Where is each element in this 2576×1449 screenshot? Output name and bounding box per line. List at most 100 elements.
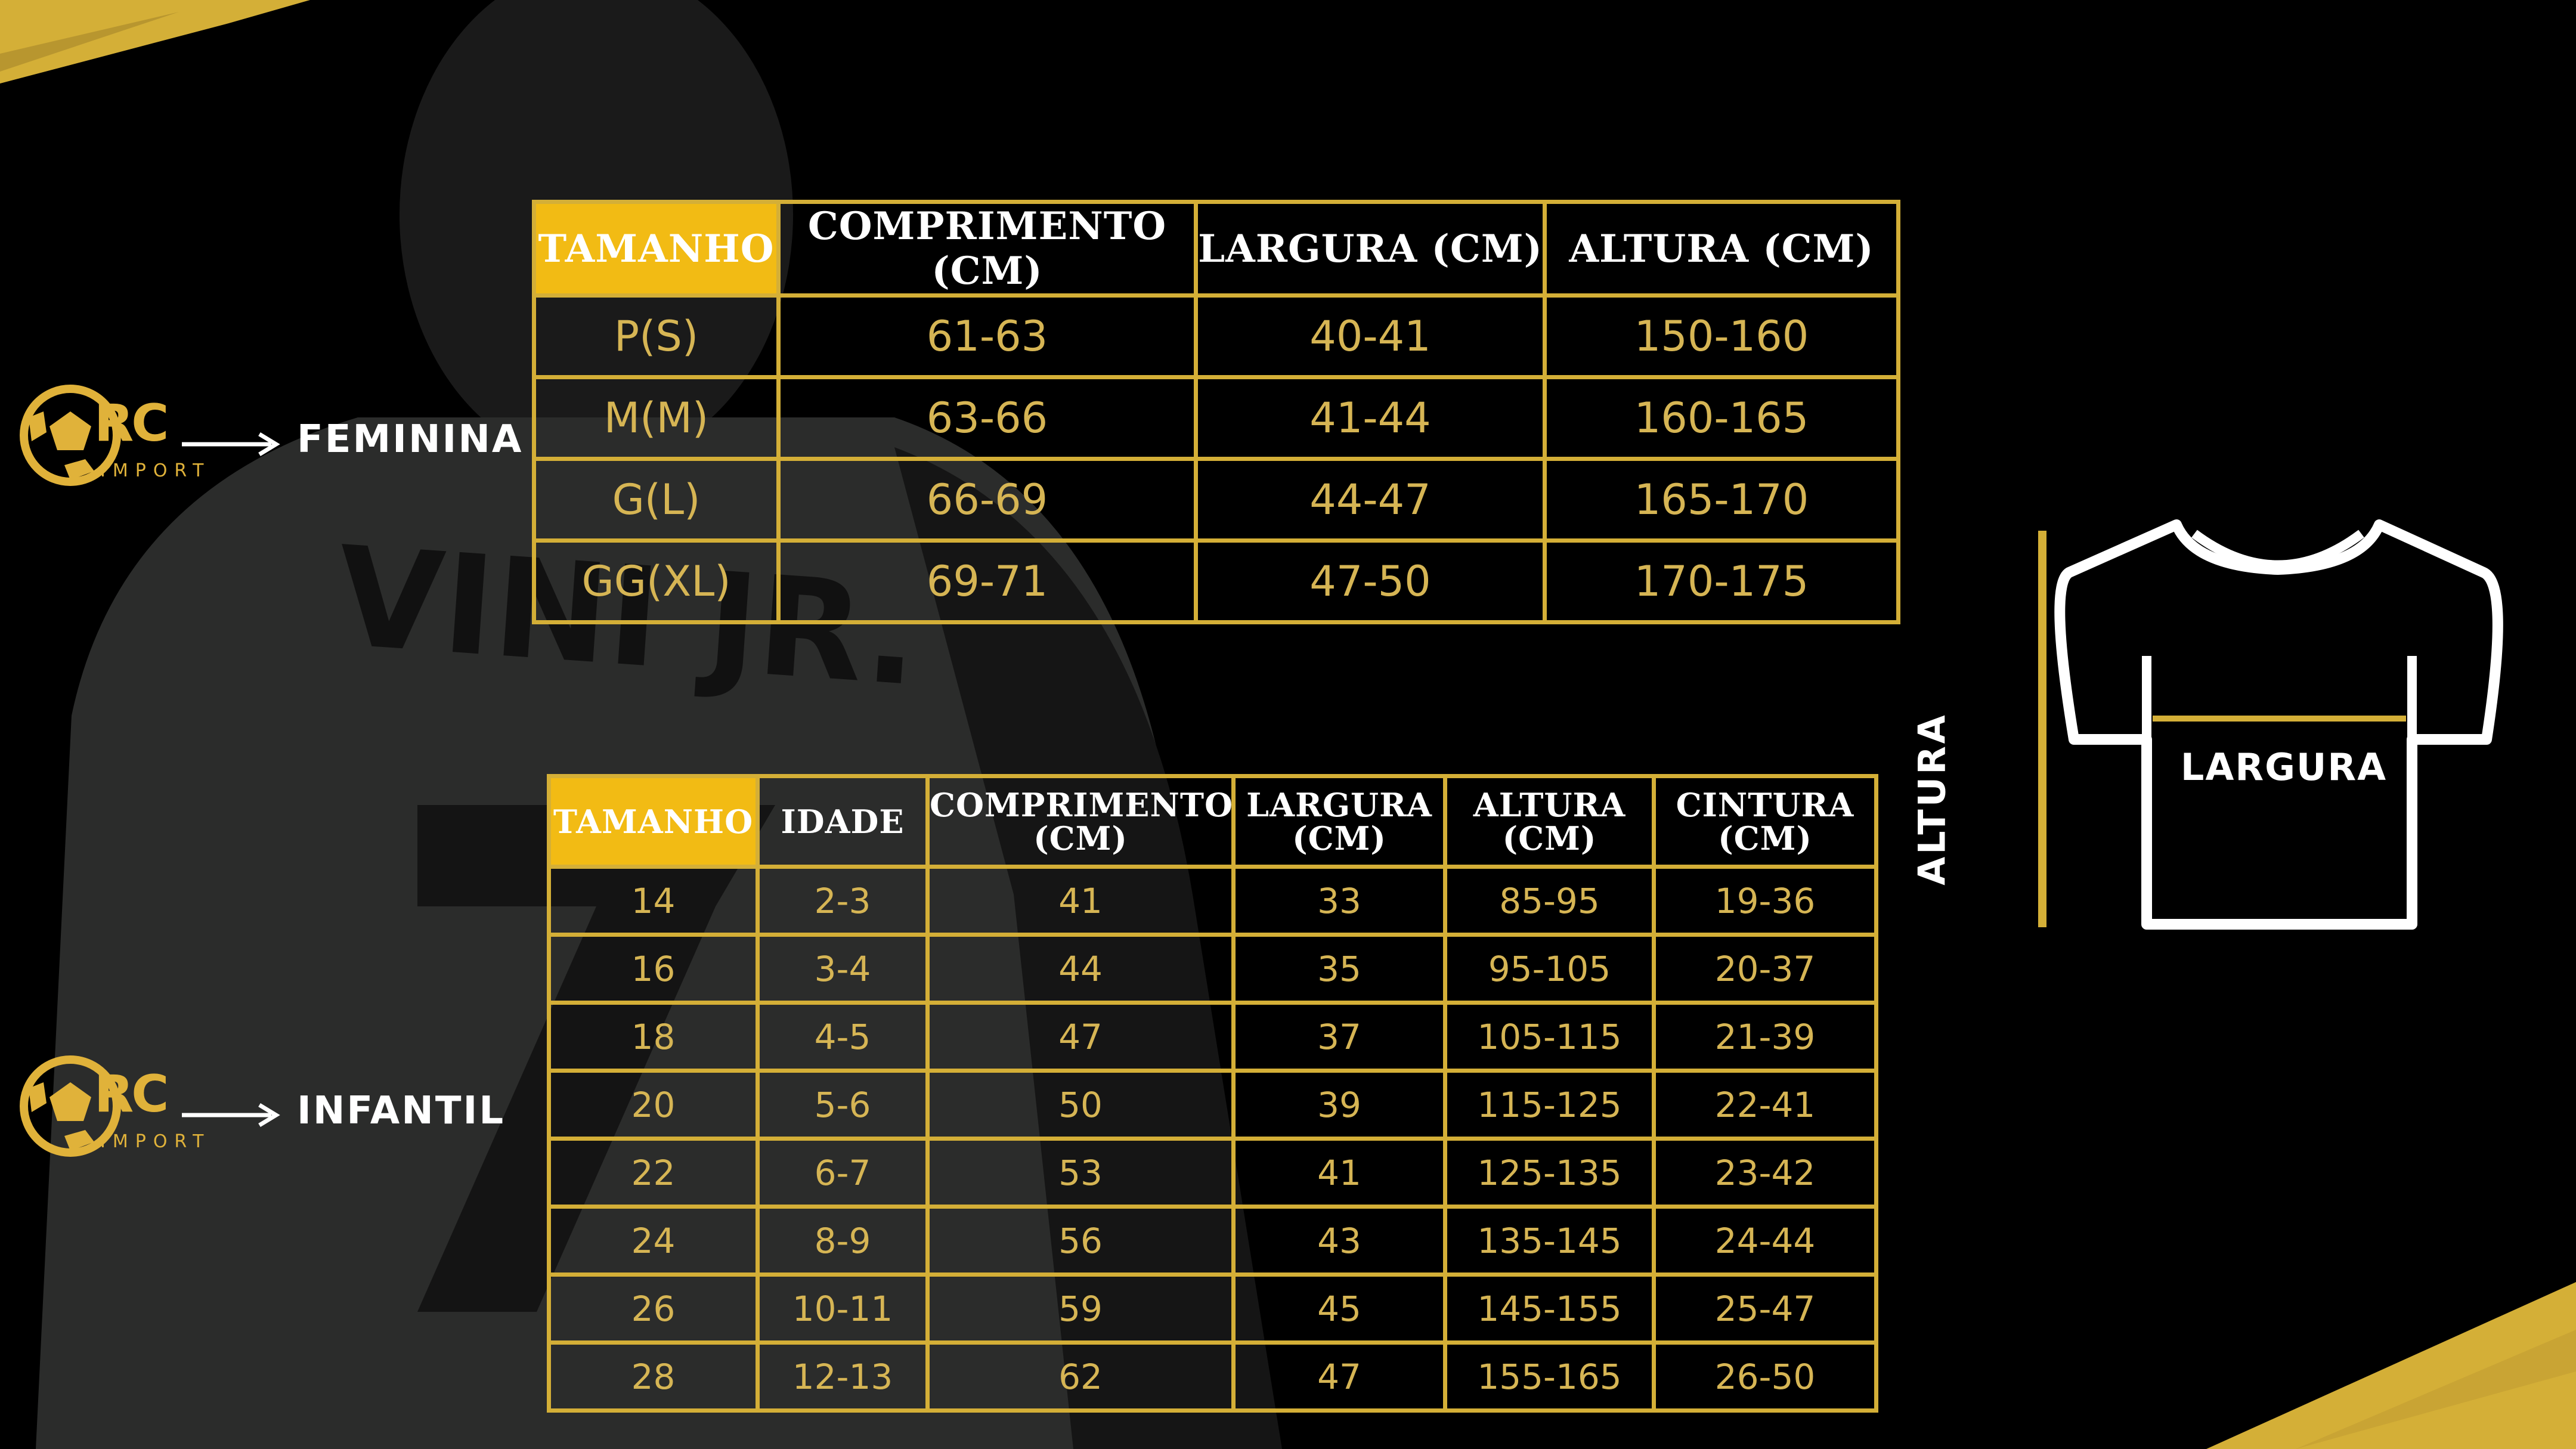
header-cell: TAMANHO	[532, 200, 781, 298]
feminina-size-table: TAMANHO COMPRIMENTO (CM) LARGURA (CM) AL…	[532, 200, 1900, 624]
table-row: 14 2-3 41 33 85-95 19-36	[547, 865, 1878, 937]
table-cell: 19-36	[1652, 865, 1878, 937]
table-cell: 18	[547, 1001, 760, 1073]
table-cell: 43	[1231, 1205, 1447, 1277]
header-cell: LARGURA (CM)	[1231, 774, 1447, 869]
arrow-right-icon	[182, 1103, 280, 1127]
table-header-row: TAMANHO IDADE COMPRIMENTO (CM) LARGURA (…	[547, 774, 1878, 869]
table-cell: 63-66	[776, 375, 1198, 461]
table-cell: 22-41	[1652, 1069, 1878, 1141]
table-row: 20 5-6 50 39 115-125 22-41	[547, 1069, 1878, 1141]
header-cell: IDADE	[756, 774, 930, 869]
infantil-label: INFANTIL	[297, 1089, 506, 1133]
table-cell: 50	[925, 1069, 1236, 1141]
table-cell: 44-47	[1194, 457, 1547, 543]
table-row: 26 10-11 59 45 145-155 25-47	[547, 1272, 1878, 1345]
table-cell: G(L)	[532, 457, 781, 543]
header-cell: COMPRIMENTO (CM)	[925, 774, 1236, 869]
table-cell: 41	[925, 865, 1236, 937]
header-cell: TAMANHO	[547, 774, 760, 869]
table-cell: 6-7	[756, 1137, 930, 1209]
table-cell: 150-160	[1543, 293, 1900, 379]
table-row: M(M) 63-66 41-44 160-165	[532, 375, 1900, 461]
logo-rc-text: RC	[94, 394, 169, 453]
table-cell: 41	[1231, 1137, 1447, 1209]
table-cell: 47	[925, 1001, 1236, 1073]
rc-import-logo: RC IMPORT	[11, 376, 208, 495]
table-cell: 41-44	[1194, 375, 1547, 461]
table-cell: 135-145	[1443, 1205, 1656, 1277]
table-cell: 125-135	[1443, 1137, 1656, 1209]
table-cell: 66-69	[776, 457, 1198, 543]
table-cell: 10-11	[756, 1272, 930, 1345]
table-cell: 2-3	[756, 865, 930, 937]
table-cell: 37	[1231, 1001, 1447, 1073]
header-cell: LARGURA (CM)	[1194, 200, 1547, 298]
table-cell: 105-115	[1443, 1001, 1656, 1073]
table-cell: GG(XL)	[532, 538, 781, 624]
table-cell: 20	[547, 1069, 760, 1141]
shirt-altura-label: ALTURA	[1910, 713, 1954, 886]
header-cell: CINTURA (CM)	[1652, 774, 1878, 869]
table-cell: 4-5	[756, 1001, 930, 1073]
table-cell: 28	[547, 1340, 760, 1413]
soccer-ball-icon	[20, 385, 121, 486]
table-cell: 56	[925, 1205, 1236, 1277]
table-cell: 61-63	[776, 293, 1198, 379]
header-cell: COMPRIMENTO (CM)	[776, 200, 1198, 298]
table-cell: 5-6	[756, 1069, 930, 1141]
logo-rc-text: RC	[94, 1064, 169, 1124]
table-cell: 40-41	[1194, 293, 1547, 379]
table-cell: 62	[925, 1340, 1236, 1413]
feminina-label: FEMININA	[297, 417, 524, 462]
table-cell: P(S)	[532, 293, 781, 379]
table-cell: 165-170	[1543, 457, 1900, 543]
table-cell: 145-155	[1443, 1272, 1656, 1345]
table-cell: 69-71	[776, 538, 1198, 624]
table-cell: 24	[547, 1205, 760, 1277]
gold-brush-top	[0, 0, 310, 83]
table-cell: 170-175	[1543, 538, 1900, 624]
table-cell: M(M)	[532, 375, 781, 461]
table-cell: 26	[547, 1272, 760, 1345]
table-cell: 16	[547, 933, 760, 1005]
logo-import-text: IMPORT	[100, 1131, 211, 1152]
table-cell: 59	[925, 1272, 1236, 1345]
table-cell: 47-50	[1194, 538, 1547, 624]
table-cell: 3-4	[756, 933, 930, 1005]
rc-import-logo: RC IMPORT	[11, 1046, 208, 1166]
table-cell: 23-42	[1652, 1137, 1878, 1209]
arrow-right-icon	[182, 432, 280, 456]
shirt-diagram-icon	[2038, 519, 2503, 930]
table-header-row: TAMANHO COMPRIMENTO (CM) LARGURA (CM) AL…	[532, 200, 1900, 298]
table-row: 24 8-9 56 43 135-145 24-44	[547, 1205, 1878, 1277]
table-cell: 160-165	[1543, 375, 1900, 461]
table-row: G(L) 66-69 44-47 165-170	[532, 457, 1900, 543]
table-cell: 39	[1231, 1069, 1447, 1141]
soccer-ball-icon	[20, 1055, 121, 1157]
table-cell: 21-39	[1652, 1001, 1878, 1073]
table-cell: 53	[925, 1137, 1236, 1209]
table-row: P(S) 61-63 40-41 150-160	[532, 293, 1900, 379]
table-cell: 85-95	[1443, 865, 1656, 937]
table-row: 22 6-7 53 41 125-135 23-42	[547, 1137, 1878, 1209]
table-cell: 35	[1231, 933, 1447, 1005]
table-cell: 33	[1231, 865, 1447, 937]
infantil-size-table: TAMANHO IDADE COMPRIMENTO (CM) LARGURA (…	[547, 774, 1878, 1413]
table-cell: 8-9	[756, 1205, 930, 1277]
table-row: 18 4-5 47 37 105-115 21-39	[547, 1001, 1878, 1073]
table-cell: 25-47	[1652, 1272, 1878, 1345]
logo-import-text: IMPORT	[100, 460, 211, 481]
header-cell: ALTURA (CM)	[1443, 774, 1656, 869]
table-cell: 22	[547, 1137, 760, 1209]
table-cell: 45	[1231, 1272, 1447, 1345]
table-row: GG(XL) 69-71 47-50 170-175	[532, 538, 1900, 624]
table-cell: 47	[1231, 1340, 1447, 1413]
shirt-largura-label: LARGURA	[2180, 745, 2388, 789]
table-cell: 115-125	[1443, 1069, 1656, 1141]
gold-brush-bottom	[2206, 1282, 2576, 1449]
table-cell: 26-50	[1652, 1340, 1878, 1413]
table-row: 16 3-4 44 35 95-105 20-37	[547, 933, 1878, 1005]
table-cell: 155-165	[1443, 1340, 1656, 1413]
table-row: 28 12-13 62 47 155-165 26-50	[547, 1340, 1878, 1413]
